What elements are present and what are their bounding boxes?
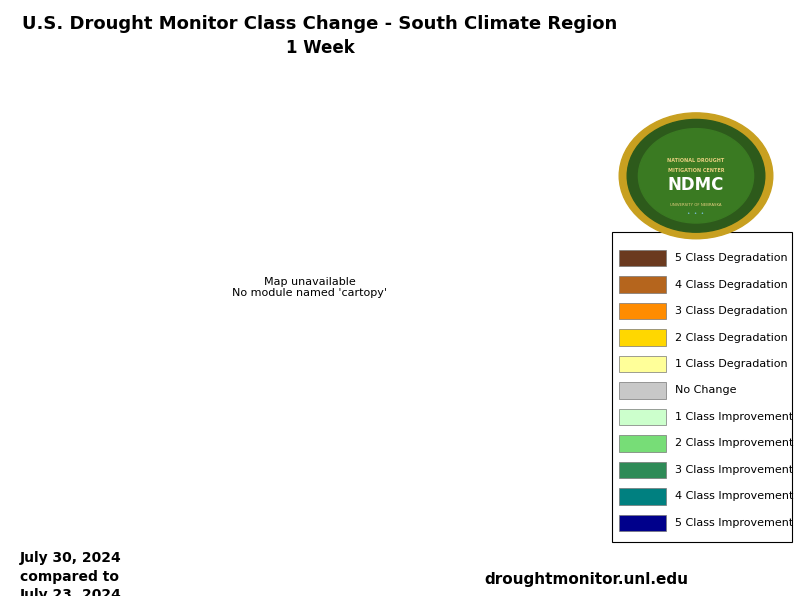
Text: 4 Class Improvement: 4 Class Improvement (675, 492, 794, 501)
Text: 1 Week: 1 Week (286, 39, 354, 57)
Text: NATIONAL DROUGHT: NATIONAL DROUGHT (667, 157, 725, 163)
Bar (619, 488, 666, 505)
Circle shape (638, 129, 754, 223)
Text: July 30, 2024
compared to
July 23, 2024: July 30, 2024 compared to July 23, 2024 (20, 551, 122, 596)
Text: MITIGATION CENTER: MITIGATION CENTER (668, 168, 724, 173)
Text: 5 Class Degradation: 5 Class Degradation (675, 253, 788, 263)
Bar (619, 382, 666, 399)
Text: 5 Class Improvement: 5 Class Improvement (675, 518, 794, 528)
Text: 4 Class Degradation: 4 Class Degradation (675, 280, 788, 290)
Text: Map unavailable
No module named 'cartopy': Map unavailable No module named 'cartopy… (233, 277, 387, 299)
Bar (619, 277, 666, 293)
Text: •  •  •: • • • (687, 212, 705, 216)
Bar (619, 515, 666, 531)
Text: UNIVERSITY OF NEBRASKA: UNIVERSITY OF NEBRASKA (670, 203, 722, 207)
Text: No Change: No Change (675, 386, 737, 396)
Text: 2 Class Degradation: 2 Class Degradation (675, 333, 788, 343)
Text: droughtmonitor.unl.edu: droughtmonitor.unl.edu (484, 572, 688, 587)
Bar (619, 409, 666, 425)
Text: 1 Class Degradation: 1 Class Degradation (675, 359, 788, 369)
Text: U.S. Drought Monitor Class Change - South Climate Region: U.S. Drought Monitor Class Change - Sout… (22, 15, 618, 33)
Text: 3 Class Degradation: 3 Class Degradation (675, 306, 788, 316)
Bar (619, 356, 666, 372)
Circle shape (619, 113, 773, 239)
Bar (619, 462, 666, 478)
Text: 1 Class Improvement: 1 Class Improvement (675, 412, 794, 422)
Text: NDMC: NDMC (668, 176, 724, 194)
Bar (619, 330, 666, 346)
Circle shape (627, 119, 765, 232)
Bar (619, 435, 666, 452)
Text: 2 Class Improvement: 2 Class Improvement (675, 439, 794, 448)
Bar (619, 303, 666, 319)
Text: 3 Class Improvement: 3 Class Improvement (675, 465, 794, 475)
Bar (619, 250, 666, 266)
